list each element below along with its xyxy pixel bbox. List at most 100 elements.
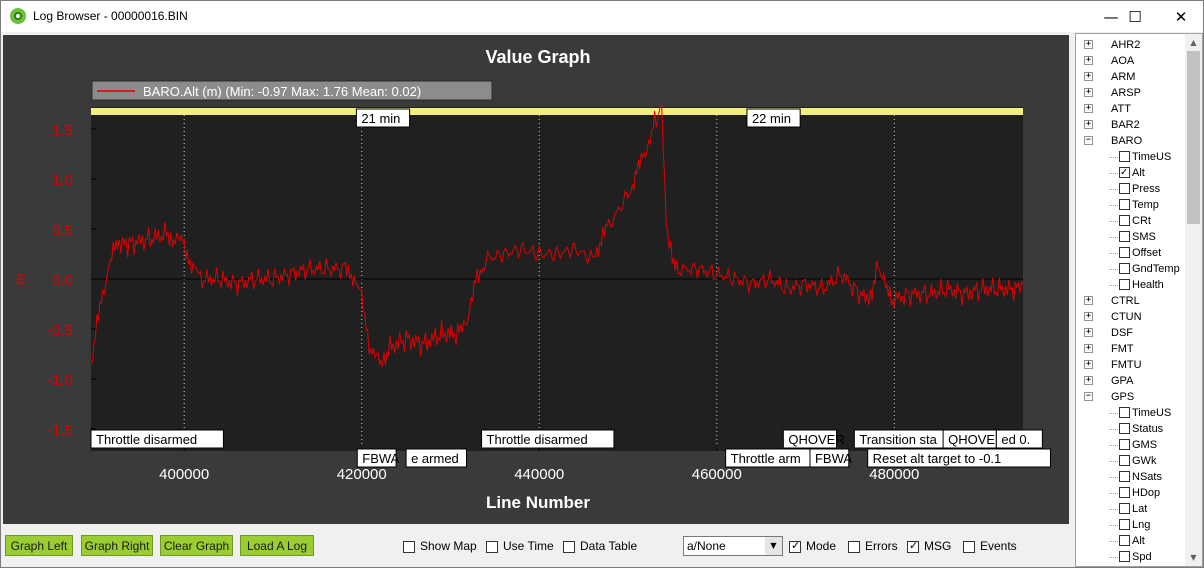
tree-group-aoa[interactable]: + AOA [1076, 53, 1186, 69]
minimize-button[interactable]: — [1103, 7, 1119, 26]
tree-scrollbar[interactable]: ▲ ▼ [1185, 34, 1202, 566]
mode-label: Reset alt target to -0.1 [873, 451, 1002, 466]
tree-connector [1109, 509, 1118, 510]
field-checkbox[interactable] [1119, 247, 1130, 258]
value-graph[interactable]: Value Graph 1.5 1.0 0.5 0.0 -0.5 -1.0 -1.5 400… [3, 35, 1069, 524]
tree-group-gpa[interactable]: + GPA [1076, 373, 1186, 389]
tree-field-alt[interactable]: Alt [1076, 165, 1186, 181]
expand-icon[interactable]: + [1084, 39, 1093, 49]
tree-connector [1109, 205, 1118, 206]
collapse-icon[interactable]: − [1084, 135, 1093, 145]
field-checkbox[interactable] [1119, 151, 1130, 162]
tree-field-temp[interactable]: Temp [1076, 197, 1186, 213]
mode-checkbox[interactable] [789, 539, 801, 553]
field-checkbox[interactable] [1119, 519, 1130, 530]
title-bar[interactable]: Log Browser - 00000016.BIN — ☐ ✕ [1, 1, 1203, 32]
field-checkbox[interactable] [1119, 407, 1130, 418]
mode-select[interactable]: a/None ▼ [683, 536, 783, 556]
tree-field-lat[interactable]: Lat [1076, 501, 1186, 517]
use-time-checkbox[interactable] [486, 541, 498, 553]
field-checkbox[interactable] [1119, 439, 1130, 450]
tree-field-alt[interactable]: Alt [1076, 533, 1186, 549]
tree-group-dsf[interactable]: + DSF [1076, 325, 1186, 341]
show-map-checkbox[interactable] [403, 541, 415, 553]
maximize-button[interactable]: ☐ [1128, 7, 1142, 26]
scroll-thumb[interactable] [1187, 51, 1200, 224]
tree-field-status[interactable]: Status [1076, 421, 1186, 437]
expand-icon[interactable]: + [1084, 359, 1093, 369]
tree-group-ctun[interactable]: + CTUN [1076, 309, 1186, 325]
tree-field-gms[interactable]: GMS [1076, 437, 1186, 453]
tree-field-press[interactable]: Press [1076, 181, 1186, 197]
tree-group-bar2[interactable]: + BAR2 [1076, 117, 1186, 133]
tree-field-label: Health [1132, 279, 1164, 291]
tree-group-baro[interactable]: − BARO [1076, 133, 1186, 149]
field-checkbox[interactable] [1119, 487, 1130, 498]
tree-group-arm[interactable]: + ARM [1076, 69, 1186, 85]
expand-icon[interactable]: + [1084, 55, 1093, 65]
graph-right-button[interactable]: Graph Right [81, 535, 153, 556]
field-checkbox[interactable] [1119, 551, 1130, 562]
clear-graph-button[interactable]: Clear Graph [160, 535, 233, 556]
tree-field-health[interactable]: Health [1076, 277, 1186, 293]
expand-icon[interactable]: + [1084, 327, 1093, 337]
expand-icon[interactable]: + [1084, 103, 1093, 113]
field-checkbox[interactable] [1119, 165, 1130, 181]
field-checkbox[interactable] [1119, 455, 1130, 466]
series-line [90, 104, 1024, 367]
msg-checkbox[interactable] [907, 539, 919, 553]
graph-left-button[interactable]: Graph Left [5, 535, 73, 556]
tree-field-gndtemp[interactable]: GndTemp [1076, 261, 1186, 277]
field-checkbox[interactable] [1119, 199, 1130, 210]
tree-field-hdop[interactable]: HDop [1076, 485, 1186, 501]
collapse-icon[interactable]: − [1084, 391, 1093, 401]
expand-icon[interactable]: + [1084, 375, 1093, 385]
field-checkbox[interactable] [1119, 263, 1130, 274]
field-tree[interactable]: + AHR2 + AOA + ARM + ARSP + ATT + BAR2 − BARO TimeUS Al… [1075, 33, 1203, 567]
tree-group-arsp[interactable]: + ARSP [1076, 85, 1186, 101]
field-checkbox[interactable] [1119, 503, 1130, 514]
tree-group-gps[interactable]: − GPS [1076, 389, 1186, 405]
tree-field-lng[interactable]: Lng [1076, 517, 1186, 533]
tree-group-fmt[interactable]: + FMT [1076, 341, 1186, 357]
data-table-checkbox[interactable] [563, 541, 575, 553]
expand-icon[interactable]: + [1084, 87, 1093, 97]
scroll-down-icon[interactable]: ▼ [1190, 553, 1197, 562]
field-checkbox[interactable] [1119, 183, 1130, 194]
tree-field-nsats[interactable]: NSats [1076, 469, 1186, 485]
mode-label: FBWA [815, 451, 852, 466]
value-graph-panel[interactable]: Value Graph 1.5 1.0 0.5 0.0 -0.5 -1.0 -1.5 400… [3, 35, 1069, 524]
tree-group-ahr2[interactable]: + AHR2 [1076, 37, 1186, 53]
y-tick-label: -1.0 [47, 372, 73, 389]
expand-icon[interactable]: + [1084, 71, 1093, 81]
tree-field-sms[interactable]: SMS [1076, 229, 1186, 245]
field-checkbox[interactable] [1119, 423, 1130, 434]
expand-icon[interactable]: + [1084, 311, 1093, 321]
tree-field-label: NSats [1132, 471, 1162, 483]
field-checkbox[interactable] [1119, 215, 1130, 226]
expand-icon[interactable]: + [1084, 343, 1093, 353]
field-checkbox[interactable] [1119, 279, 1130, 290]
tree-field-offset[interactable]: Offset [1076, 245, 1186, 261]
field-checkbox[interactable] [1119, 535, 1130, 546]
field-checkbox[interactable] [1119, 471, 1130, 482]
tree-group-fmtu[interactable]: + FMTU [1076, 357, 1186, 373]
tree-field-crt[interactable]: CRt [1076, 213, 1186, 229]
tree-group-att[interactable]: + ATT [1076, 101, 1186, 117]
mode-label: Throttle disarmed [96, 432, 197, 447]
tree-field-timeus[interactable]: TimeUS [1076, 405, 1186, 421]
tree-field-timeus[interactable]: TimeUS [1076, 149, 1186, 165]
tree-field-spd[interactable]: Spd [1076, 549, 1186, 565]
tree-group-ctrl[interactable]: + CTRL [1076, 293, 1186, 309]
events-checkbox[interactable] [963, 541, 975, 553]
load-log-button[interactable]: Load A Log [240, 535, 314, 556]
tree-field-gwk[interactable]: GWk [1076, 453, 1186, 469]
expand-icon[interactable]: + [1084, 119, 1093, 129]
close-button[interactable]: ✕ [1174, 7, 1188, 26]
expand-icon[interactable]: + [1084, 295, 1093, 305]
field-checkbox[interactable] [1119, 231, 1130, 242]
chevron-down-icon[interactable]: ▼ [765, 537, 782, 555]
tree-group-label: GPA [1111, 375, 1134, 387]
scroll-up-icon[interactable]: ▲ [1190, 38, 1197, 47]
errors-checkbox[interactable] [848, 541, 860, 553]
